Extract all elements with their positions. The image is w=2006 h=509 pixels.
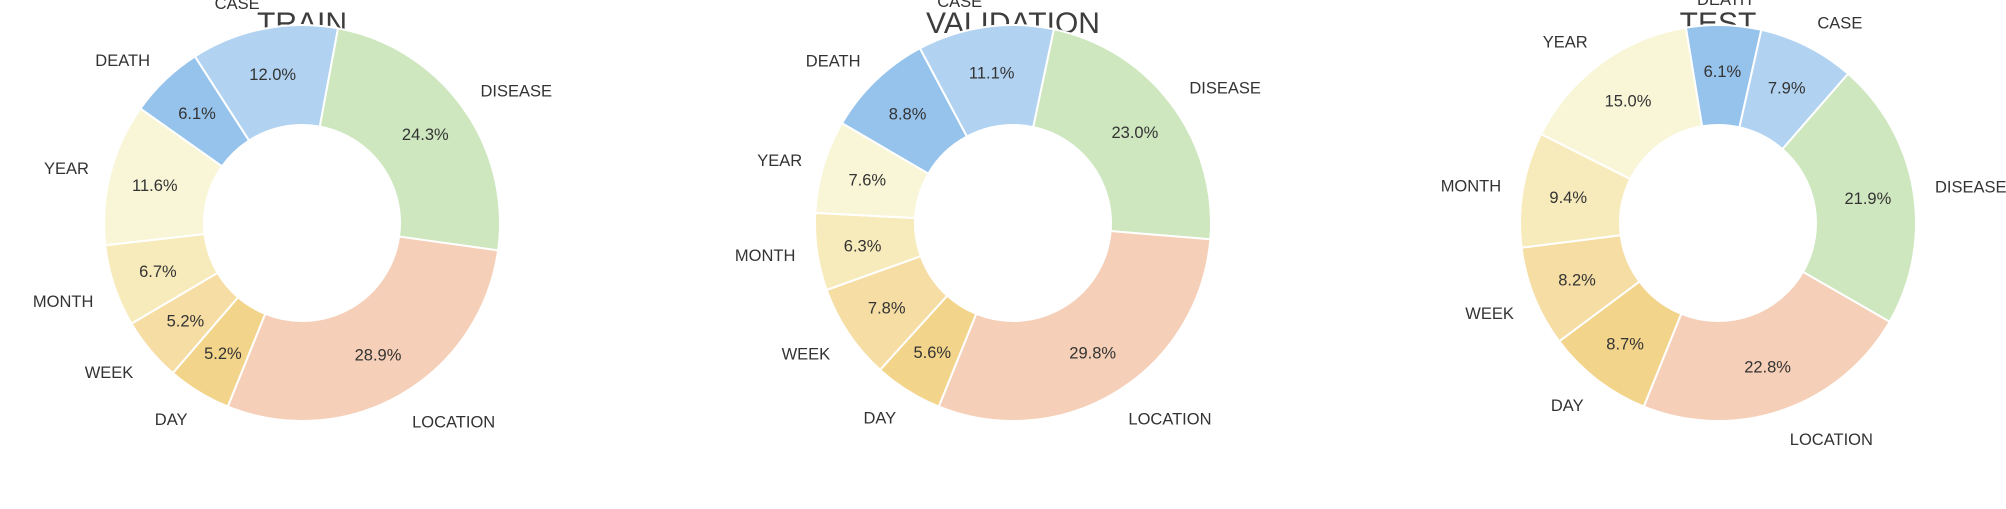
slice-train-disease [318,27,501,252]
value-label-train-death: 6.1% [178,105,216,123]
category-label-validation-year: YEAR [757,152,802,170]
slice-test-disease [1780,72,1917,324]
chart-train: TRAIN 5.2%DAY5.2%WEEK6.7%MONTH11.6%YEAR6… [33,0,553,432]
category-label-test-death: DEATH [1697,0,1752,9]
value-label-validation-disease: 23.0% [1112,124,1159,142]
value-label-test-week: 8.2% [1558,272,1596,290]
category-label-validation-location: LOCATION [1128,410,1211,428]
value-label-test-disease: 21.9% [1845,190,1892,208]
category-label-train-month: MONTH [33,293,94,311]
category-label-train-location: LOCATION [412,414,495,432]
category-label-train-week: WEEK [85,364,134,382]
slice-validation-disease [1032,28,1212,241]
slice-train-location [226,235,500,422]
value-label-test-day: 8.7% [1606,335,1644,353]
category-label-test-location: LOCATION [1790,431,1873,449]
value-label-validation-week: 7.8% [868,300,906,318]
value-label-train-location: 28.9% [355,347,402,365]
value-label-train-case: 12.0% [249,66,296,84]
chart-validation: VALIDATION 5.6%DAY7.8%WEEK6.3%MONTH7.6%Y… [735,0,1261,428]
value-label-validation-day: 5.6% [913,344,951,362]
value-label-validation-death: 8.8% [889,105,927,123]
value-label-train-week: 5.2% [167,313,205,331]
category-label-validation-disease: DISEASE [1189,80,1261,98]
category-label-test-week: WEEK [1465,305,1514,323]
value-label-train-day: 5.2% [204,345,242,363]
value-label-test-location: 22.8% [1744,359,1791,377]
value-label-train-month: 6.7% [139,263,177,281]
slice-test-location [1642,270,1891,422]
value-label-test-year: 15.0% [1605,93,1652,111]
category-label-test-disease: DISEASE [1935,179,2006,197]
chart-test: TEST 8.7%DAY8.2%WEEK9.4%MONTH15.0%YEAR6.… [1441,0,2006,449]
value-label-train-year: 11.6% [132,177,178,195]
category-label-test-case: CASE [1817,15,1862,33]
category-label-train-day: DAY [155,411,188,429]
category-label-test-day: DAY [1551,397,1584,415]
category-label-test-month: MONTH [1441,178,1502,196]
category-label-validation-day: DAY [863,409,896,427]
category-label-train-disease: DISEASE [481,82,553,100]
category-label-validation-month: MONTH [735,247,796,265]
category-label-validation-case: CASE [937,0,982,11]
value-label-test-month: 9.4% [1549,189,1587,207]
category-label-train-case: CASE [215,0,260,13]
category-label-train-death: DEATH [95,52,150,70]
value-label-train-disease: 24.3% [402,126,449,144]
value-label-validation-location: 29.8% [1069,344,1116,362]
category-label-train-year: YEAR [44,160,89,178]
value-label-validation-month: 6.3% [844,237,882,255]
slice-validation-location [937,229,1212,422]
value-label-validation-year: 7.6% [848,172,886,190]
value-label-validation-case: 11.1% [969,65,1015,83]
value-label-test-death: 6.1% [1704,63,1742,81]
category-label-validation-death: DEATH [806,52,861,70]
value-label-test-case: 7.9% [1768,79,1806,97]
category-label-test-year: YEAR [1543,34,1588,52]
category-label-validation-week: WEEK [782,345,831,363]
